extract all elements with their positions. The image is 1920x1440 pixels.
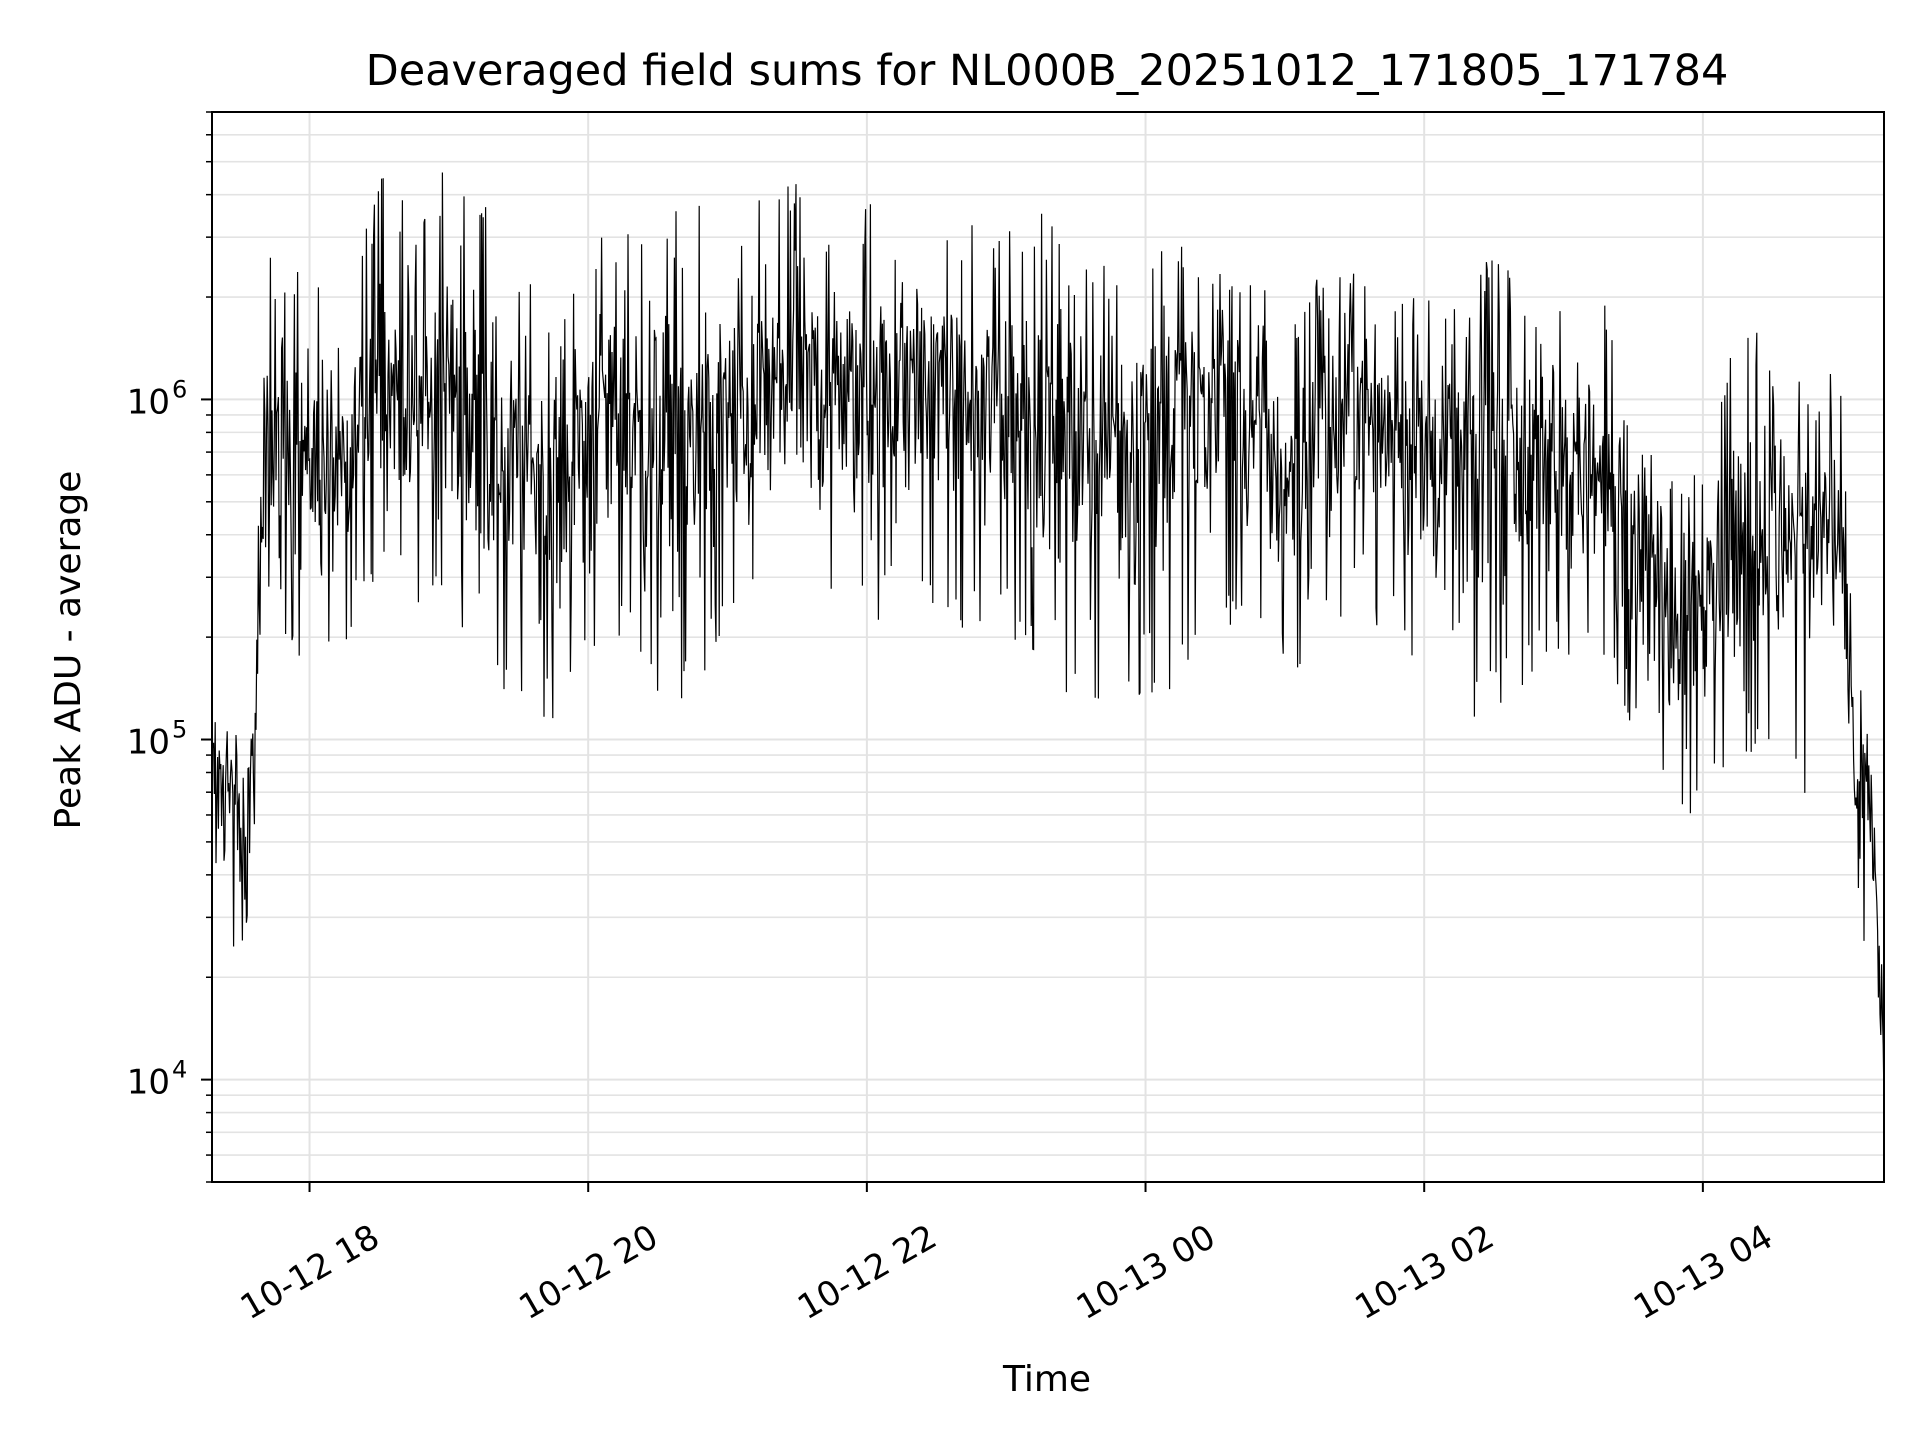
y-tick-exponent: 4 [172,1056,187,1084]
y-tick-label: 10 [127,1063,170,1103]
x-axis-label: Time [1002,1359,1091,1400]
y-tick-label: 10 [127,723,170,763]
series-line [211,172,1885,1105]
data-layer [211,172,1885,1105]
y-tick-exponent: 5 [172,716,187,744]
chart-title: Deaveraged field sums for NL000B_2025101… [366,46,1729,96]
y-tick-exponent: 6 [172,375,187,403]
y-tick-label: 10 [127,382,170,422]
y-axis-label: Peak ADU - average [48,471,89,830]
plot-frame [211,111,1885,1183]
